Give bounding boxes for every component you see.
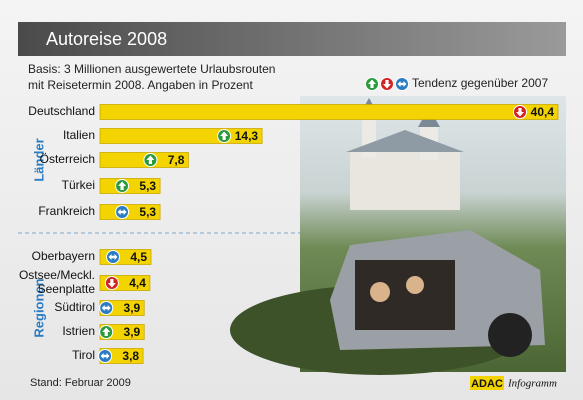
bar (99, 104, 559, 120)
trend-icon (99, 325, 114, 339)
source-suffix: Infogramm (507, 378, 557, 390)
trend-icon (395, 77, 409, 91)
trend-icon (99, 301, 114, 315)
category-label: Seenplatte (38, 282, 96, 296)
category-label: Österreich (40, 152, 95, 166)
trend-icon (106, 250, 121, 264)
legend-label: Tendenz gegenüber 2007 (412, 76, 548, 90)
chart-title: Autoreise 2008 (46, 29, 167, 49)
value-label: 40,4 (531, 105, 555, 119)
value-label: 3,8 (122, 349, 139, 363)
trend-icon (104, 276, 119, 290)
category-label: Istrien (62, 324, 95, 338)
trend-icon (513, 105, 527, 119)
trend-arrow (368, 79, 376, 88)
value-label: 7,8 (168, 153, 185, 167)
trend-icon (380, 77, 394, 91)
legend-icons (365, 77, 409, 91)
trend-icon (98, 349, 113, 363)
trend-arrow (118, 181, 127, 190)
trend-arrow (220, 131, 229, 140)
subtitle: mit Reisetermin 2008. Angaben in Prozent (28, 78, 253, 92)
category-label: Italien (63, 128, 95, 142)
value-label: 5,3 (139, 205, 156, 219)
category-label: Ostsee/Meckl. (19, 268, 95, 282)
footer: Stand: Februar 2009 (30, 377, 131, 389)
category-label: Oberbayern (32, 249, 95, 263)
trend-arrow (100, 353, 110, 359)
value-label: 4,4 (129, 276, 146, 290)
source: ADAC (471, 378, 503, 390)
bar (99, 178, 161, 194)
trend-icon (143, 153, 158, 167)
group-label: Länder (31, 138, 46, 181)
trend-arrow (101, 305, 111, 311)
category-label: Frankreich (38, 204, 95, 218)
category-label: Deutschland (28, 104, 95, 118)
trend-icon (365, 77, 379, 91)
value-label: 3,9 (124, 325, 141, 339)
trend-arrow (516, 108, 524, 117)
trend-arrow (146, 155, 155, 164)
trend-arrow (383, 80, 391, 89)
value-label: 4,5 (130, 250, 147, 264)
photo (230, 96, 566, 375)
trend-icon (115, 205, 130, 219)
title-banner (18, 22, 566, 56)
subtitle: Basis: 3 Millionen ausgewertete Urlaubsr… (28, 62, 275, 76)
category-label: Tirol (72, 348, 95, 362)
group-label: Regionen (31, 278, 46, 337)
trend-arrow (102, 327, 111, 336)
trend-arrow (107, 279, 116, 288)
trend-icon (217, 129, 232, 143)
trend-icon (115, 179, 130, 193)
bar (99, 204, 161, 220)
trend-arrow (397, 81, 407, 87)
trend-arrow (117, 209, 127, 215)
value-label: 14,3 (235, 129, 259, 143)
source-logo (470, 376, 504, 390)
category-label: Südtirol (54, 300, 95, 314)
value-label: 3,9 (124, 301, 141, 315)
value-label: 5,3 (139, 179, 156, 193)
trend-arrow (108, 254, 118, 260)
category-label: Türkei (62, 178, 95, 192)
